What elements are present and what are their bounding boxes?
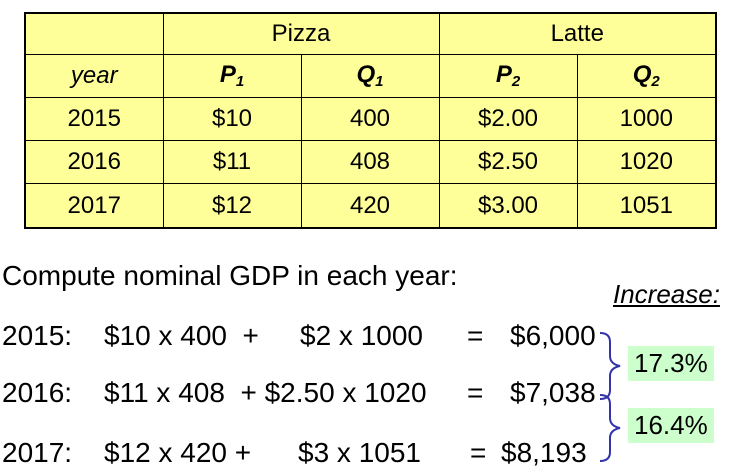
p1-cell: $10 <box>162 97 302 141</box>
year-cell: 2015 <box>24 97 164 141</box>
q2-column-header: Q2 <box>576 54 717 98</box>
q1-letter: Q <box>356 61 376 88</box>
increase-2016-2017-badge: 16.4% <box>628 408 714 443</box>
q2-cell: 1000 <box>576 97 717 141</box>
q1-cell: 408 <box>300 140 440 184</box>
q1-cell: 400 <box>300 97 440 141</box>
curly-brace-icon <box>599 332 621 400</box>
q1-cell: 420 <box>300 183 440 229</box>
year-column-header: year <box>24 54 164 98</box>
equals-sign: = <box>467 320 484 351</box>
p1-subscript: 1 <box>235 73 245 90</box>
prompt-text: Compute nominal GDP in each year: <box>2 260 458 291</box>
equals-sign: = <box>470 437 487 468</box>
increase-2015-2016-badge: 17.3% <box>628 346 714 381</box>
pizza-group-header: Pizza <box>162 12 440 55</box>
term-expression: $11 x 408 + $2.50 x 1020 <box>104 377 427 408</box>
table-corner-cell <box>24 12 164 55</box>
p2-letter: P <box>495 61 512 88</box>
p2-cell: $2.50 <box>438 140 578 184</box>
year-label: 2016: <box>2 377 73 408</box>
curly-brace-icon <box>599 394 621 462</box>
gdp-result: $8,193 <box>501 437 587 468</box>
p2-cell: $3.00 <box>438 183 578 229</box>
q2-cell: 1020 <box>576 140 717 184</box>
p2-column-header: P2 <box>438 54 578 98</box>
term-pizza: $12 x 420 + <box>104 437 252 468</box>
p1-cell: $12 <box>162 183 302 229</box>
gdp-result: $7,038 <box>510 377 596 408</box>
table-group-header-row: Pizza Latte <box>24 12 717 55</box>
p2-cell: $2.00 <box>438 97 578 141</box>
p1-letter: P <box>219 61 236 88</box>
term-latte: $3 x 1051 <box>298 437 421 468</box>
year-label: 2017: <box>2 437 73 468</box>
term-latte: $2 x 1000 <box>300 320 423 351</box>
q2-cell: 1051 <box>576 183 717 229</box>
year-label: 2015: <box>2 320 73 351</box>
p2-subscript: 2 <box>511 73 521 90</box>
table-row: 2016 $11 408 $2.50 1020 <box>24 140 717 184</box>
table-row: 2015 $10 400 $2.00 1000 <box>24 97 717 141</box>
p1-column-header: P1 <box>162 54 302 98</box>
year-cell: 2017 <box>24 183 164 229</box>
table-column-header-row: year P1 Q1 P2 Q2 <box>24 54 717 98</box>
p1-cell: $11 <box>162 140 302 184</box>
q1-subscript: 1 <box>375 73 384 90</box>
term-pizza: $10 x 400 + <box>104 320 259 351</box>
gdp-result: $6,000 <box>510 320 596 351</box>
table-row: 2017 $12 420 $3.00 1051 <box>24 183 717 229</box>
gdp-data-table: Pizza Latte year P1 Q1 P2 Q2 2015 $10 40… <box>24 12 718 229</box>
year-cell: 2016 <box>24 140 164 184</box>
equals-sign: = <box>467 377 484 408</box>
increase-heading: Increase: <box>613 279 720 309</box>
q1-column-header: Q1 <box>300 54 440 98</box>
q2-letter: Q <box>632 61 652 88</box>
q2-subscript: 2 <box>651 73 660 90</box>
latte-group-header: Latte <box>438 12 717 55</box>
